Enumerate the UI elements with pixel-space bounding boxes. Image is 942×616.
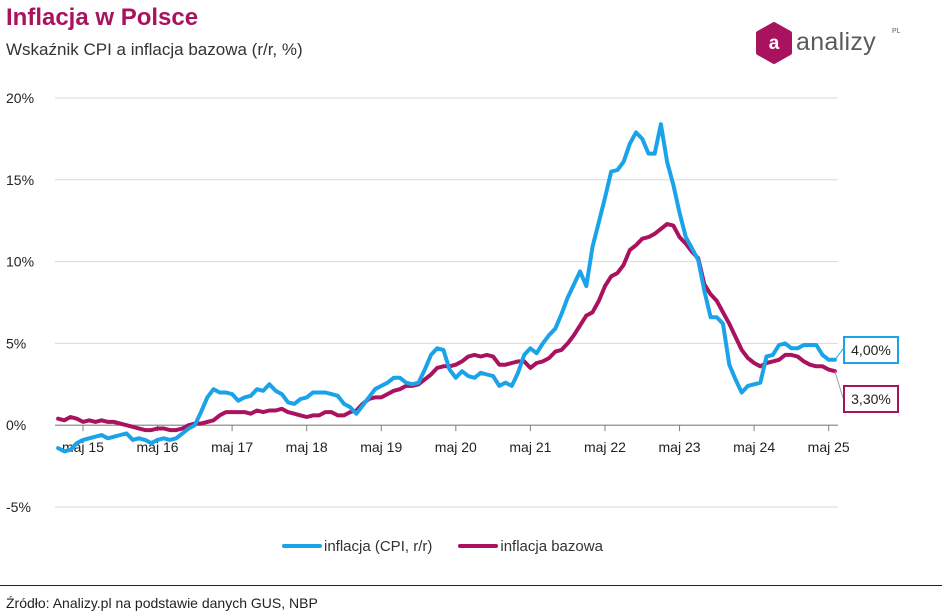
footer-divider	[0, 585, 942, 586]
x-tick-label: maj 18	[286, 439, 328, 455]
legend-label-cpi: inflacja (CPI, r/r)	[324, 537, 433, 555]
core-last-value-callout: 3,30%	[843, 385, 899, 413]
page-title: Inflacja w Polsce	[6, 4, 199, 31]
y-tick-label: -5%	[6, 499, 31, 515]
cpi-series-line	[56, 122, 837, 454]
y-tick-label: 5%	[6, 335, 26, 351]
x-tick-label: maj 20	[435, 439, 477, 455]
legend-swatch-cpi	[282, 544, 322, 548]
legend-item-core: inflacja bazowa	[458, 538, 603, 555]
x-tick-label: maj 15	[62, 439, 104, 455]
legend-item-cpi: inflacja (CPI, r/r)	[282, 538, 432, 555]
logo-badge-icon: a	[756, 22, 792, 64]
x-tick-label: maj 17	[211, 439, 253, 455]
legend-label-core: inflacja bazowa	[500, 537, 603, 555]
core-callout-connector	[834, 371, 844, 399]
x-tick-label: maj 19	[360, 439, 402, 455]
chart-legend: inflacja (CPI, r/r) inflacja bazowa	[282, 536, 629, 556]
x-tick-label: maj 21	[509, 439, 551, 455]
logo-badge-letter: a	[769, 33, 780, 54]
logo-text: analizy	[796, 28, 876, 56]
x-tick-label: maj 22	[584, 439, 626, 455]
y-tick-label: 0%	[6, 417, 26, 433]
core-inflation-series-line	[56, 222, 837, 433]
y-tick-label: 10%	[6, 254, 34, 270]
x-tick-label: maj 23	[659, 439, 701, 455]
logo-suffix: PL	[892, 28, 901, 35]
y-tick-label: 15%	[6, 172, 34, 188]
analizy-logo: a analizy PL	[754, 22, 904, 70]
legend-swatch-core	[458, 544, 499, 548]
cpi-callout-connector	[834, 348, 844, 361]
cpi-last-value-callout: 4,00%	[843, 336, 899, 364]
source-note: Źródło: Analizy.pl na podstawie danych G…	[6, 595, 318, 611]
page-subtitle: Wskaźnik CPI a inflacja bazowa (r/r, %)	[6, 40, 303, 59]
x-tick-label: maj 25	[808, 439, 850, 455]
y-tick-label: 20%	[6, 90, 34, 106]
x-tick-label: maj 24	[733, 439, 775, 455]
